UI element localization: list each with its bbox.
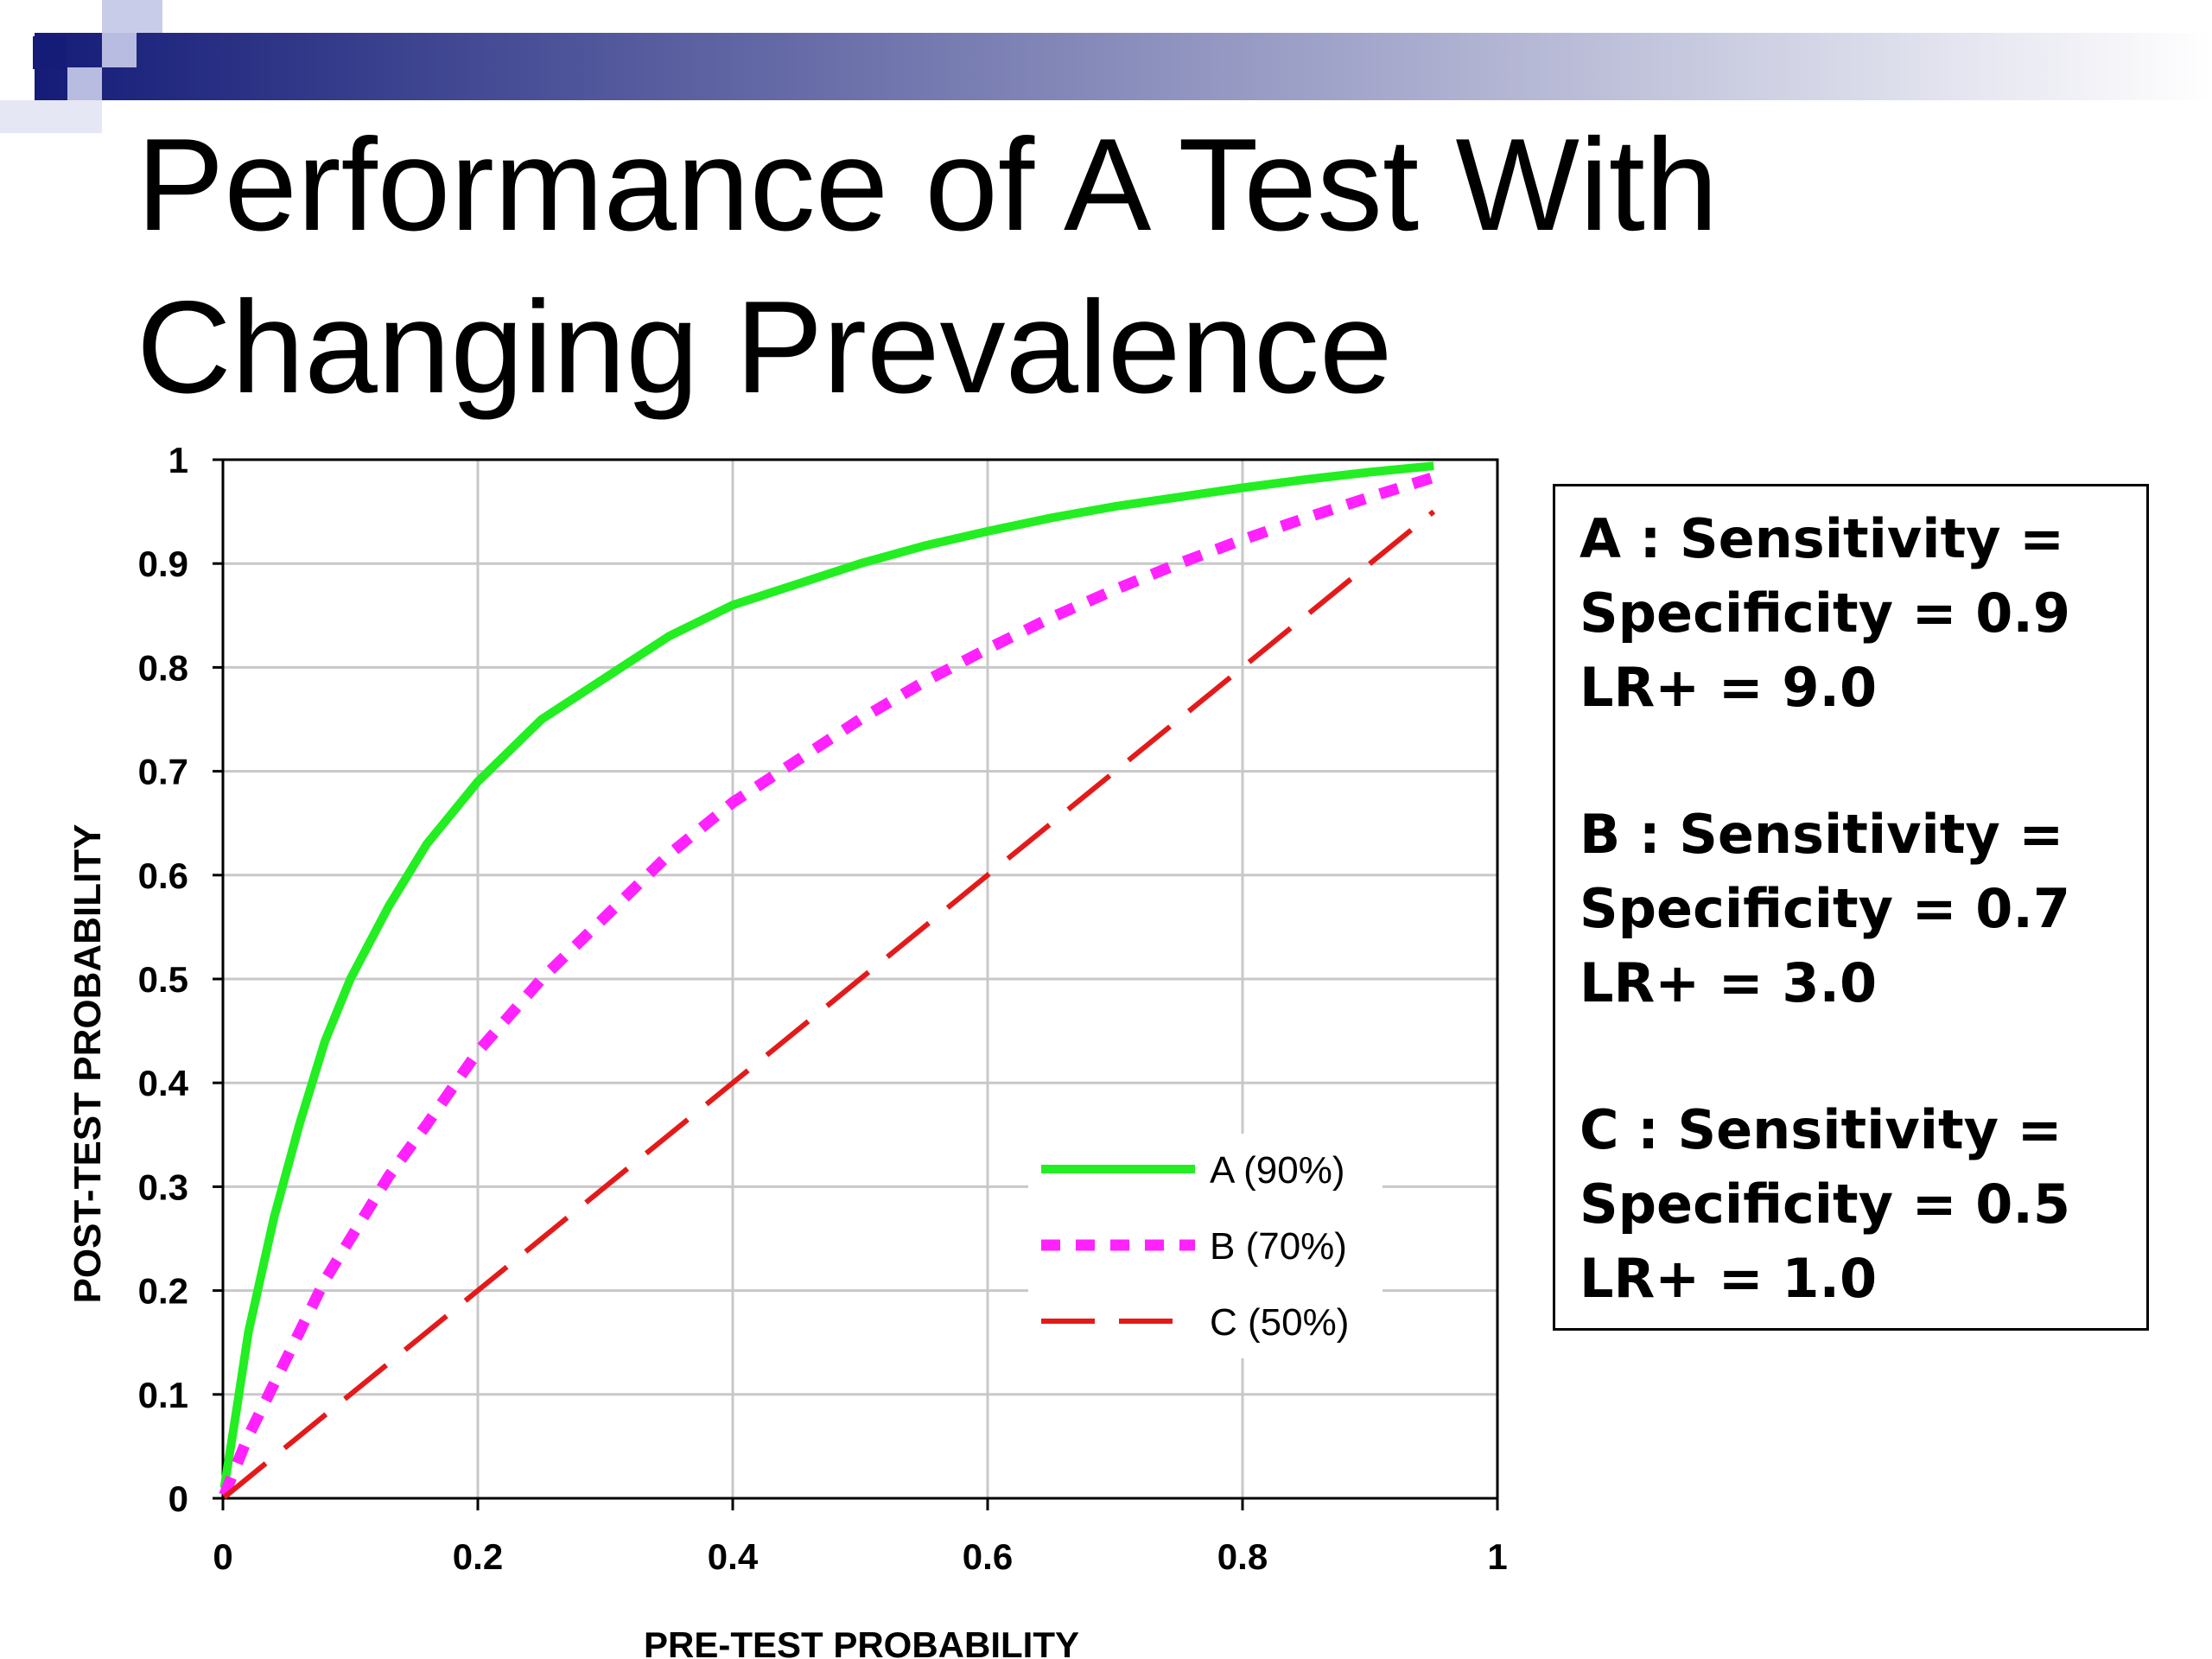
header-square-light — [102, 33, 137, 67]
header-decoration — [0, 0, 2212, 133]
header-gradient-bar — [35, 33, 2212, 100]
info-line: LR+ = 1.0 — [1580, 1247, 1878, 1310]
y-tick-label: 0.2 — [138, 1271, 188, 1312]
info-group-a: A : Sensitivity = Specificity = 0.9 LR+ … — [1580, 502, 2146, 725]
x-tick-label: 0.2 — [453, 1536, 503, 1577]
header-square-dark — [33, 36, 66, 69]
info-group-b: B : Sensitivity = Specificity = 0.7 LR+ … — [1580, 798, 2146, 1020]
info-line: A : Sensitivity = — [1580, 507, 2065, 570]
info-line: Specificity = 0.9 — [1580, 582, 2071, 645]
header-square-light-top — [102, 0, 162, 33]
chart-legend: A (90%) B (70%) C (50%) — [1028, 1134, 1382, 1358]
chart-series — [219, 461, 1436, 1500]
x-tick-label: 1 — [1487, 1536, 1507, 1577]
y-tick-label: 0.8 — [138, 647, 188, 688]
slide-title-line-1: Performance of A Test With — [137, 111, 1719, 258]
test-parameters-box: A : Sensitivity = Specificity = 0.9 LR+ … — [1553, 484, 2149, 1331]
x-axis-title: PRE-TEST PROBABILITY — [644, 1624, 1079, 1659]
info-line: C : Sensitivity = — [1580, 1098, 2063, 1161]
y-axis-title: POST-TEST PROBABILITY — [67, 824, 109, 1304]
series-line-a — [219, 461, 1434, 1489]
legend-label: A (90%) — [1210, 1149, 1345, 1192]
info-line: Specificity = 0.5 — [1580, 1173, 2071, 1236]
chart-tick-labels: 0 0.1 0.2 0.3 0.4 0.5 0.6 0.7 0.8 0.9 1 0 0.2 0.4 0.6 0… — [138, 440, 1508, 1577]
legend-label: C (50%) — [1210, 1301, 1349, 1344]
info-line: LR+ = 9.0 — [1580, 656, 1878, 719]
y-tick-label: 0 — [168, 1478, 188, 1519]
info-group-c: C : Sensitivity = Specificity = 0.5 LR+ … — [1580, 1093, 2146, 1316]
info-line: LR+ = 3.0 — [1580, 951, 1878, 1014]
y-tick-label: 0.7 — [138, 752, 188, 792]
y-tick-label: 1 — [168, 440, 188, 480]
y-tick-label: 0.9 — [138, 543, 188, 584]
slide-title: Performance of A Test With Changing Prev… — [137, 104, 1865, 429]
slide-title-line-2: Changing Prevalence — [137, 274, 1393, 421]
x-tick-label: 0.4 — [708, 1536, 759, 1577]
series-line-b — [219, 472, 1436, 1497]
info-line: B : Sensitivity = — [1580, 803, 2064, 866]
y-tick-label: 0.1 — [138, 1375, 188, 1415]
y-tick-label: 0.3 — [138, 1166, 188, 1207]
series-line-c — [222, 509, 1436, 1500]
y-tick-label: 0.5 — [138, 959, 188, 1000]
x-tick-label: 0 — [213, 1536, 232, 1577]
y-tick-label: 0.6 — [138, 855, 188, 896]
y-tick-label: 0.4 — [138, 1063, 189, 1103]
legend-label: B (70%) — [1210, 1225, 1347, 1268]
x-tick-label: 0.6 — [963, 1536, 1013, 1577]
info-line: Specificity = 0.7 — [1580, 877, 2071, 940]
header-square-mid — [67, 67, 102, 100]
header-square-light-bottom — [0, 100, 102, 133]
chart-frame — [213, 458, 1499, 1510]
x-tick-label: 0.8 — [1217, 1536, 1268, 1577]
